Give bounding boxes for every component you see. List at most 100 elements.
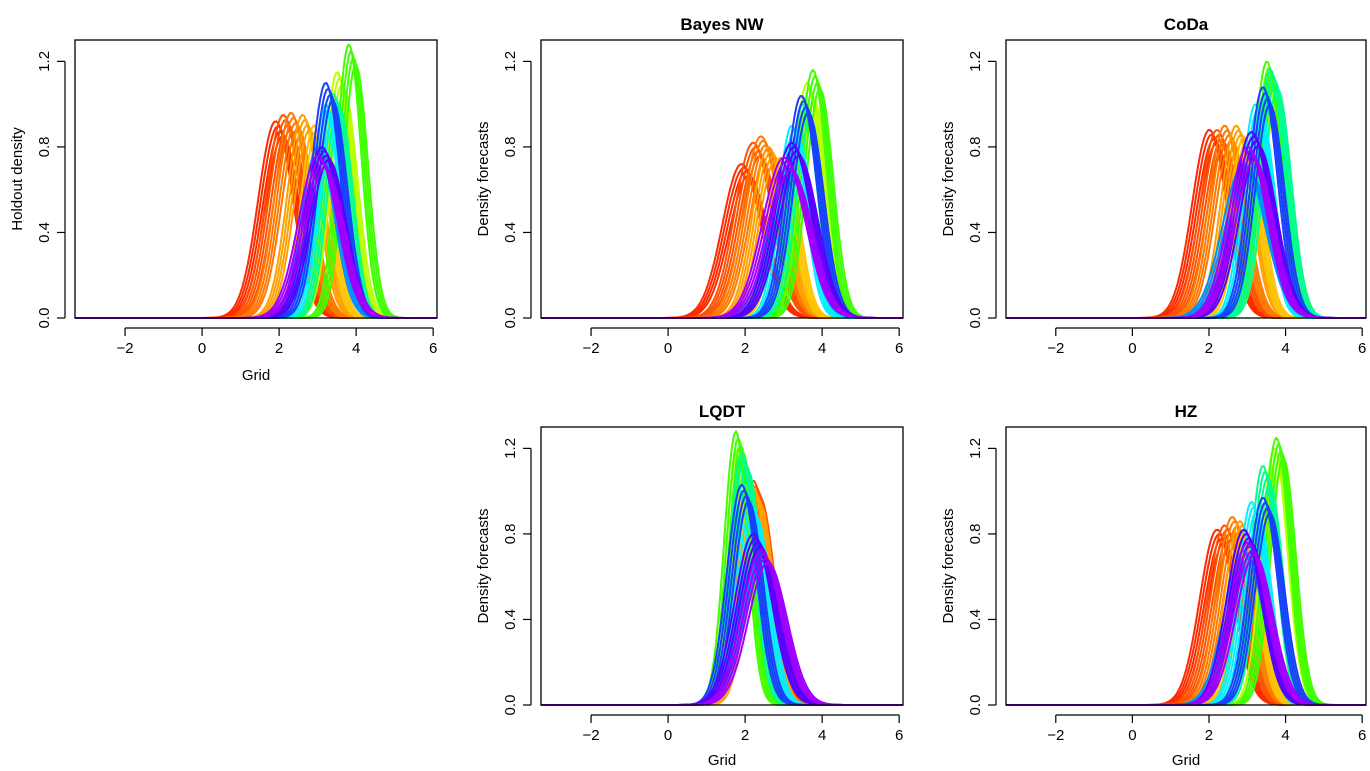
x-tick-label: 0	[1128, 727, 1136, 744]
y-tick-label: 0.0	[967, 308, 984, 329]
density-curve-8-0	[1006, 501, 1366, 706]
density-curve-1-3	[75, 129, 437, 319]
plot-area	[541, 69, 903, 319]
x-axis: −2 0 2 4 6	[1047, 327, 1366, 357]
x-tick-label: −2	[1047, 340, 1064, 357]
y-tick-label: 0.4	[502, 222, 519, 243]
y-axis: 0.0 0.4 0.8 1.2	[502, 438, 532, 716]
y-axis-label: Density forecasts	[940, 121, 957, 236]
y-tick-label: 0.4	[502, 609, 519, 630]
y-tick-label: 0.4	[967, 222, 984, 243]
x-axis: −2 0 2 4 6	[117, 327, 437, 357]
y-axis: 0.0 0.4 0.8 1.2	[967, 51, 997, 329]
plot-frame	[1005, 39, 1367, 319]
y-axis: 0.0 0.4 0.8 1.2	[967, 438, 997, 716]
y-tick-label: 0.8	[967, 136, 984, 157]
x-tick-label: −2	[583, 340, 600, 357]
density-curve-6-1	[1006, 443, 1366, 706]
panel-coda: CoDa −2 0 2 4 6 0.0 0.4 0.8 1.2 Density forecas…	[940, 15, 1367, 357]
density-curve-10-0	[1006, 497, 1366, 706]
plot-area	[541, 430, 903, 706]
x-tick-label: 0	[198, 340, 206, 357]
density-curve-8-3	[1006, 119, 1366, 319]
density-curve-6-3	[75, 64, 437, 319]
plot-frame	[74, 39, 438, 319]
plot-area	[1006, 436, 1366, 706]
x-tick-label: 2	[741, 340, 749, 357]
x-tick-label: 2	[1205, 727, 1213, 744]
panel-title: Bayes NW	[680, 15, 764, 34]
panel-bayes-nw: Bayes NW −2 0 2 4 6 0.0 0.4 0.8 1.2 Density for…	[475, 15, 904, 357]
density-curve-9-0	[1006, 550, 1366, 706]
x-tick-label: 6	[429, 340, 437, 357]
y-axis-label: Holdout density	[9, 127, 26, 231]
y-tick-label: 1.2	[502, 51, 519, 72]
y-tick-label: 1.2	[502, 438, 519, 459]
x-tick-label: 2	[275, 340, 283, 357]
x-axis: −2 0 2 4 6	[1047, 714, 1366, 744]
x-tick-label: 6	[895, 727, 903, 744]
y-tick-label: 1.2	[967, 438, 984, 459]
x-axis-label: Grid	[242, 367, 270, 384]
density-curve-8-2	[1006, 113, 1366, 319]
x-tick-label: 4	[818, 340, 826, 357]
density-curve-10-1	[1006, 502, 1366, 706]
x-tick-label: 4	[1281, 727, 1289, 744]
density-curve-1-2	[75, 124, 437, 319]
panel-title: CoDa	[1164, 15, 1209, 34]
panel-title: LQDT	[699, 402, 746, 421]
density-curve-7-3	[541, 119, 903, 319]
y-axis: 0.0 0.4 0.8 1.2	[36, 51, 66, 329]
density-curve-3-3	[75, 129, 437, 319]
y-tick-label: 0.0	[502, 695, 519, 716]
y-axis-label: Density forecasts	[475, 508, 492, 623]
x-tick-label: −2	[117, 340, 134, 357]
panel-lqdt: LQDT −2 0 2 4 6 0.0 0.4 0.8 1.2 Grid Density fo…	[475, 402, 904, 769]
density-curve-0-1	[75, 125, 437, 319]
x-tick-label: 0	[1128, 340, 1136, 357]
y-tick-label: 1.2	[967, 51, 984, 72]
plot-frame	[1005, 426, 1367, 706]
x-tick-label: 4	[352, 340, 360, 357]
y-tick-label: 0.8	[502, 523, 519, 544]
density-curve-12-2	[1006, 549, 1366, 706]
x-tick-label: 2	[741, 727, 749, 744]
panel-holdout-density: −2 0 2 4 6 0.0 0.4 0.8 1.2 Grid Holdout density	[9, 39, 438, 384]
density-curve-5-0	[75, 71, 437, 319]
x-axis-label: Grid	[708, 752, 736, 769]
x-axis: −2 0 2 4 6	[583, 714, 903, 744]
density-curve-0-1	[1006, 533, 1366, 706]
density-curve-0-2	[75, 130, 437, 319]
panel-title: HZ	[1175, 402, 1198, 421]
y-tick-label: 0.0	[36, 308, 53, 329]
y-tick-label: 0.0	[502, 308, 519, 329]
y-axis: 0.0 0.4 0.8 1.2	[502, 51, 532, 329]
x-tick-label: 4	[818, 727, 826, 744]
plot-area	[75, 43, 437, 319]
panel-hz: HZ −2 0 2 4 6 0.0 0.4 0.8 1.2 Grid Density fore…	[940, 402, 1367, 769]
x-axis: −2 0 2 4 6	[583, 327, 903, 357]
x-tick-label: 6	[895, 340, 903, 357]
x-axis-label: Grid	[1172, 752, 1200, 769]
x-tick-label: 0	[664, 340, 672, 357]
y-tick-label: 0.4	[36, 222, 53, 243]
y-tick-label: 0.4	[967, 609, 984, 630]
plot-frame	[540, 39, 904, 319]
x-tick-label: 0	[664, 727, 672, 744]
plot-area	[1006, 60, 1366, 319]
x-tick-label: 6	[1358, 340, 1366, 357]
density-curve-6-0	[541, 69, 903, 319]
density-curve-6-0	[1006, 436, 1366, 706]
y-tick-label: 0.8	[36, 136, 53, 157]
y-tick-label: 0.0	[967, 695, 984, 716]
density-curve-4-0	[75, 124, 437, 319]
plot-frame	[540, 426, 904, 706]
density-curve-1-1	[1006, 133, 1366, 319]
y-tick-label: 0.8	[502, 136, 519, 157]
x-tick-label: −2	[1047, 727, 1064, 744]
density-curve-2-3	[75, 127, 437, 319]
density-curve-4-1	[75, 129, 437, 319]
y-axis-label: Density forecasts	[940, 508, 957, 623]
x-tick-label: 6	[1358, 727, 1366, 744]
